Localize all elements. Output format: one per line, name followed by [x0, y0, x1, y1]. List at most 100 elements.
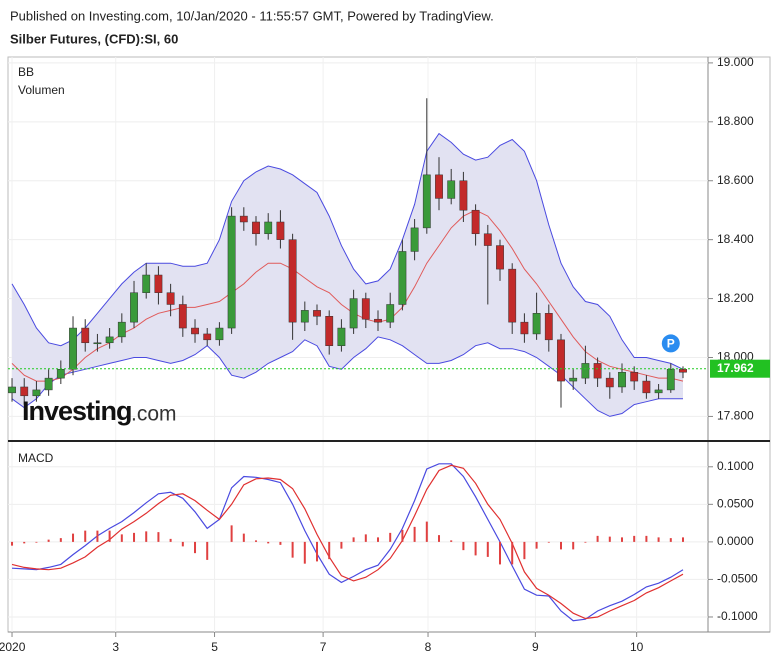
x-tick-label: 3 [112, 640, 119, 654]
histogram-bar [608, 536, 611, 542]
histogram-bar [328, 541, 331, 560]
band-upper [11, 132, 684, 370]
header: Published on Investing.com, 10/Jan/2020 … [10, 8, 494, 23]
histogram-bar [84, 530, 87, 542]
candle-body [593, 363, 602, 379]
histogram-bar [462, 541, 465, 551]
histogram-bar [59, 538, 62, 542]
histogram-bar [352, 537, 355, 542]
candle-body [435, 174, 443, 199]
histogram-bar [633, 535, 636, 542]
candle-body [32, 389, 41, 397]
candle-body [496, 245, 504, 270]
histogram-bar [35, 541, 38, 543]
histogram-bar [23, 541, 26, 544]
candle-body [8, 386, 16, 394]
histogram-bar [279, 541, 282, 545]
pane: 17.80018.00018.20018.40018.60018.80019.0… [0, 55, 770, 654]
candle-body [81, 327, 90, 344]
candle-body [471, 209, 480, 235]
candle-body [154, 274, 163, 293]
candle-body [374, 318, 382, 323]
histogram-bar [291, 541, 294, 558]
pane-title: MACD [18, 451, 54, 465]
y-tick-label: -0.0500 [717, 572, 758, 586]
histogram-bar [169, 538, 172, 542]
legend-entry: BB [18, 65, 34, 79]
histogram-bar [316, 541, 319, 562]
histogram-bar [108, 530, 111, 542]
histogram-bar [377, 537, 380, 542]
candle-body [447, 180, 456, 199]
histogram-bar [450, 540, 453, 542]
x-tick-label: 2020 [0, 640, 26, 654]
y-tick-label: 19.000 [717, 55, 754, 69]
histogram-bar [438, 535, 441, 542]
y-tick-label: -0.1000 [717, 609, 758, 623]
candle-body [252, 221, 260, 235]
last-price-box [710, 359, 770, 378]
candle-body [300, 310, 309, 323]
pane: -0.1000 -0.0500 0.0000 0.0500 0.1000 MACD [8, 442, 758, 632]
candle-body [557, 339, 565, 382]
logo: Investing [22, 396, 132, 426]
candle-body [581, 363, 590, 379]
histogram-bar [47, 539, 50, 542]
histogram-bar [413, 526, 416, 542]
histogram-bar [401, 529, 404, 542]
histogram-bar [474, 541, 477, 556]
candle-body [130, 292, 138, 323]
histogram-bar [535, 541, 538, 549]
marker [661, 334, 680, 353]
histogram-bar [133, 532, 136, 542]
candle-body [422, 174, 431, 229]
x-tick-label: 8 [425, 640, 432, 654]
candle-body [288, 239, 297, 323]
histogram-bar [181, 541, 184, 547]
candle-body [666, 369, 675, 391]
candle-body [166, 292, 175, 305]
candle-body [410, 227, 419, 252]
histogram-bar [499, 541, 502, 565]
histogram-bar [145, 531, 148, 542]
histogram-bar [230, 525, 233, 542]
candle-body [44, 377, 53, 391]
candle-body [69, 327, 77, 370]
candle-body [398, 251, 407, 305]
logo-suffix: .com [131, 403, 177, 426]
histogram-bar [523, 541, 526, 560]
y-tick-label: 0.1000 [717, 459, 754, 473]
histogram-bar [511, 541, 514, 565]
chart-title: Silber Futures, (CFD):SI, 60 [10, 31, 178, 46]
y-tick-label: 18.200 [717, 291, 754, 305]
histogram-bar [681, 537, 684, 542]
y-tick-label: 18.400 [717, 232, 754, 246]
histogram-bar [425, 521, 428, 542]
candle-body [56, 369, 65, 379]
candle-body [313, 310, 321, 317]
histogram-bar [255, 540, 258, 542]
y-tick-label: 18.800 [717, 114, 754, 128]
histogram-bar [547, 541, 550, 543]
histogram-bar [364, 534, 367, 542]
candle-body [337, 327, 346, 346]
candle-body [178, 304, 187, 329]
macd-line [11, 464, 684, 620]
histogram-bar [120, 534, 123, 542]
candle-body [349, 298, 358, 329]
candle-body [276, 221, 285, 240]
candle-body [679, 369, 687, 373]
histogram-bar [242, 533, 245, 542]
histogram-bar [340, 541, 343, 549]
histogram-bar [657, 537, 660, 542]
candle-body [544, 313, 553, 341]
candle-body [117, 321, 126, 338]
histogram-bar [645, 535, 648, 542]
candle-body [569, 377, 578, 382]
candle-body [654, 389, 663, 394]
x-tick-label: 7 [320, 640, 327, 654]
histogram-bar [96, 530, 99, 542]
candle-body [361, 298, 370, 320]
candle-body [105, 336, 114, 344]
